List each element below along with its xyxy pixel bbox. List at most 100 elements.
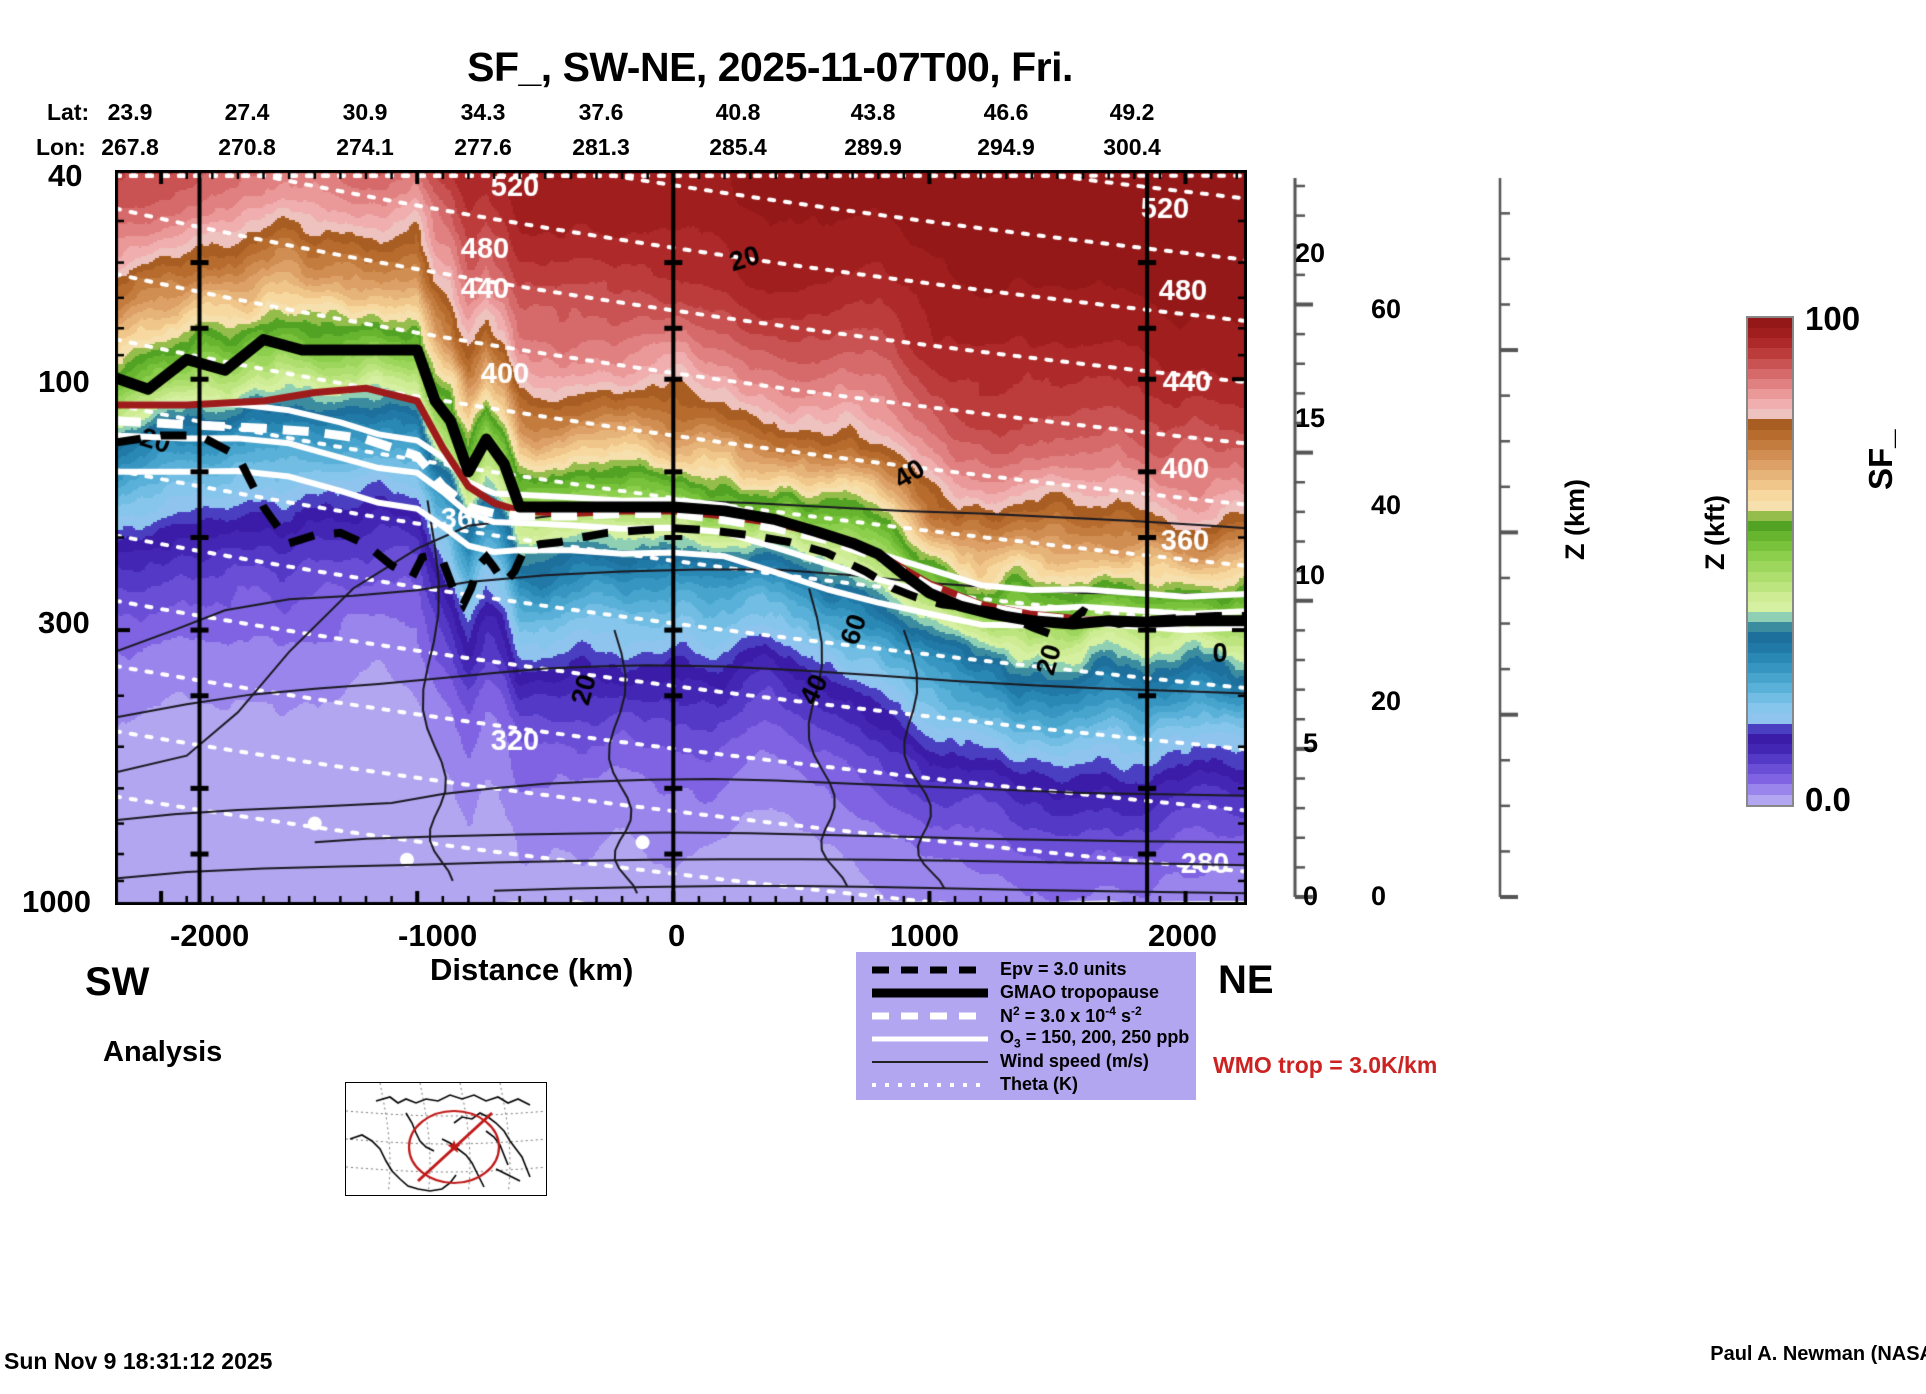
colorbar-band (1748, 368, 1792, 379)
colorbar-band (1748, 449, 1792, 460)
credit-label: Paul A. Newman (NASA (1710, 1343, 1926, 1365)
colorbar-band (1748, 500, 1792, 511)
colorbar-band (1748, 571, 1792, 582)
dashed-white-line-icon (870, 1005, 990, 1027)
colorbar-band (1748, 754, 1792, 765)
lon-value: 300.4 (1103, 134, 1161, 160)
z-km-axis-label: Z (km) (1560, 479, 1590, 560)
colorbar-band (1748, 490, 1792, 501)
colorbar-band (1748, 530, 1792, 542)
lon-value: 270.8 (218, 134, 276, 160)
colorbar-band (1748, 459, 1792, 471)
colorbar-band (1748, 683, 1792, 694)
colorbar-band (1748, 784, 1792, 795)
colorbar-band (1748, 388, 1792, 400)
legend-label: O3 = 150, 200, 250 ppb (1000, 1026, 1190, 1051)
timestamp: Sun Nov 9 18:31:12 2025 (4, 1348, 273, 1374)
legend-item-epv: Epv = 3.0 units (856, 958, 1196, 981)
zkft-tick-40: 40 (1371, 490, 1402, 520)
colorbar-band (1748, 520, 1792, 531)
solid-white-line-icon (870, 1028, 990, 1050)
lon-value: 281.3 (572, 134, 630, 160)
colorbar-band (1748, 601, 1792, 613)
colorbar-band (1748, 480, 1792, 491)
altitude-axes (1240, 170, 1660, 905)
colorbar-band (1748, 338, 1792, 349)
colorbar-band (1748, 439, 1792, 450)
lat-value: 23.9 (107, 99, 153, 125)
x-axis-label: Distance (km) (430, 952, 634, 987)
x-tick-2000: 2000 (1148, 918, 1217, 953)
colorbar-band (1748, 774, 1792, 785)
colorbar-band (1748, 358, 1792, 369)
x-tick-n2000: -2000 (170, 918, 250, 953)
lon-value: 274.1 (336, 134, 394, 160)
lon-value: 294.9 (977, 134, 1035, 160)
colorbar-band (1748, 764, 1792, 775)
zkm-tick-5: 5 (1303, 728, 1319, 758)
thin-black-line-icon (870, 1051, 990, 1073)
colorbar-band (1748, 541, 1792, 552)
legend-item-ozone: O3 = 150, 200, 250 ppb (856, 1027, 1196, 1050)
lon-value: 285.4 (709, 134, 767, 160)
zkm-tick-10: 10 (1295, 560, 1326, 590)
legend-label: Wind speed (m/s) (1000, 1051, 1149, 1071)
colorbar-band (1748, 733, 1792, 744)
colorbar-band (1748, 399, 1792, 410)
lon-value: 277.6 (454, 134, 512, 160)
y-tick-100: 100 (38, 364, 90, 399)
colorbar-band (1748, 672, 1792, 684)
colorbar-band (1748, 591, 1792, 602)
legend-item-n2: N2 = 3.0 x 10-4 s-2 (856, 1004, 1196, 1027)
lon-value: 289.9 (844, 134, 902, 160)
lon-label: Lon: (36, 134, 86, 160)
colorbar-band (1748, 470, 1792, 481)
colorbar-band (1748, 693, 1792, 704)
wmo-trop-annotation: WMO trop = 3.0K/km (1213, 1052, 1438, 1078)
lat-value: 34.3 (460, 99, 506, 125)
colorbar[interactable] (1746, 316, 1794, 807)
colorbar-band (1748, 794, 1792, 805)
solid-black-line-icon (870, 982, 990, 1004)
zkm-tick-20: 20 (1295, 238, 1326, 268)
colorbar-band (1748, 561, 1792, 572)
lat-label: Lat: (47, 99, 90, 125)
legend-label: Epv = 3.0 units (1000, 959, 1127, 979)
colorbar-band (1748, 632, 1792, 643)
colorbar-band (1748, 713, 1792, 724)
lat-value: 27.4 (224, 99, 270, 125)
map-inset-canvas (346, 1083, 546, 1195)
cross-section-canvas[interactable] (115, 170, 1247, 905)
colorbar-band (1748, 328, 1792, 339)
colorbar-band (1748, 662, 1792, 673)
x-tick-n1000: -1000 (398, 918, 478, 953)
colorbar-band (1748, 409, 1792, 420)
colorbar-max-label: 100 (1805, 300, 1861, 337)
colorbar-band (1748, 612, 1792, 623)
sw-endpoint-label: SW (85, 960, 150, 1004)
legend-item-wind: Wind speed (m/s) (856, 1050, 1196, 1073)
colorbar-band (1748, 419, 1792, 430)
lat-value: 40.8 (715, 99, 761, 125)
map-inset[interactable] (345, 1082, 547, 1196)
analysis-label: Analysis (103, 1036, 223, 1068)
colorbar-band (1748, 581, 1792, 592)
colorbar-band (1748, 348, 1792, 359)
cross-section-plot[interactable] (115, 170, 1247, 905)
x-tick-0: 0 (668, 918, 686, 953)
ne-endpoint-label: NE (1218, 958, 1274, 1002)
x-tick-1000: 1000 (890, 918, 959, 953)
lat-value: 30.9 (342, 99, 388, 125)
colorbar-band (1748, 429, 1792, 440)
z-kft-axis-label: Z (kft) (1700, 495, 1730, 570)
y-tick-1000: 1000 (22, 884, 91, 919)
dotted-white-line-icon (870, 1074, 990, 1096)
colorbar-band (1748, 642, 1792, 653)
zkft-tick-0: 0 (1371, 881, 1387, 911)
lat-value: 49.2 (1109, 99, 1155, 125)
legend-item-tropopause: GMAO tropopause (856, 981, 1196, 1004)
y-tick-40: 40 (48, 158, 83, 193)
zkft-tick-20: 20 (1371, 686, 1402, 716)
colorbar-band (1748, 703, 1792, 714)
y-tick-300: 300 (38, 605, 90, 640)
